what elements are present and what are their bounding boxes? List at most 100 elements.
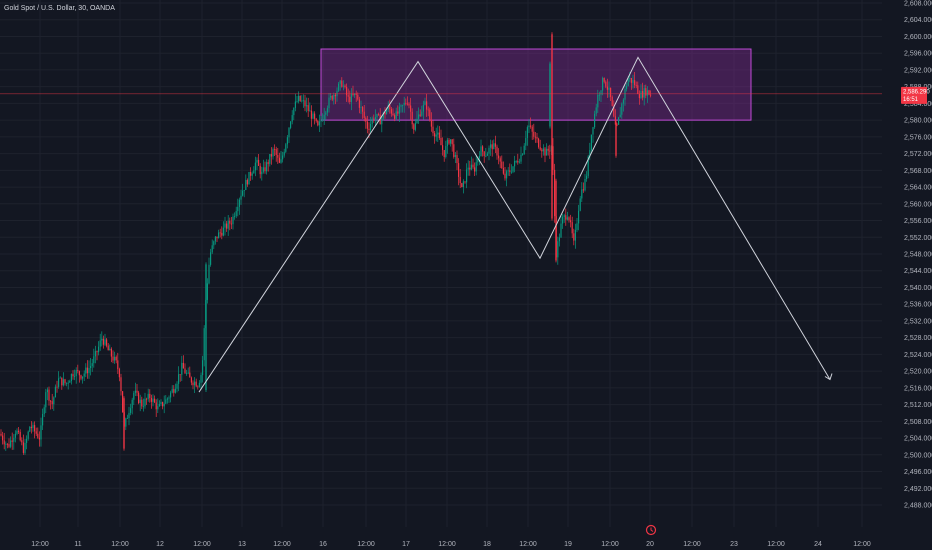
candle-body xyxy=(82,376,84,379)
candle-body xyxy=(131,399,133,409)
candle-body xyxy=(294,101,296,108)
price-tick-label: 2,488.000 xyxy=(904,503,932,510)
candle-body xyxy=(638,93,640,99)
candle-body xyxy=(178,374,180,384)
candle-body xyxy=(594,113,596,128)
candle-body xyxy=(320,120,322,122)
candle-body xyxy=(586,175,588,180)
candle-body xyxy=(480,146,482,157)
resistance-zone-layer xyxy=(320,48,752,121)
candle-body xyxy=(549,63,551,127)
candle-body xyxy=(405,102,407,104)
candle-body xyxy=(533,131,535,137)
price-tick-label: 2,576.000 xyxy=(904,134,932,141)
candle-body xyxy=(45,392,47,408)
candle-body xyxy=(48,389,50,401)
candle-body xyxy=(150,397,152,402)
time-tick-label: 11 xyxy=(74,541,81,548)
price-tick-label: 2,552.000 xyxy=(904,235,932,242)
candle-body xyxy=(506,171,508,179)
candle-body xyxy=(155,402,157,410)
candle-body xyxy=(464,181,466,183)
candle-body xyxy=(72,374,74,377)
candle-body xyxy=(246,179,248,185)
candle-body xyxy=(32,425,34,429)
candle-body xyxy=(437,132,439,135)
candle-body xyxy=(368,128,370,131)
candle-body xyxy=(514,160,516,167)
price-axis[interactable]: 2,488.000 2,492.000 2,496.000 2,500.000 2,50… xyxy=(882,0,932,550)
candle-body xyxy=(312,113,314,119)
candle-body xyxy=(499,158,501,162)
candle-body xyxy=(309,110,311,112)
candle-body xyxy=(466,169,468,183)
time-tick-label: 12:00 xyxy=(438,541,456,548)
candle-body xyxy=(19,432,21,441)
candle-body xyxy=(478,156,480,159)
candle-body xyxy=(352,93,354,95)
candle-body xyxy=(347,95,349,97)
candle-body xyxy=(298,95,300,102)
candle-body xyxy=(261,171,263,175)
candle-body xyxy=(179,374,181,376)
candle-body xyxy=(88,368,90,374)
candle-body xyxy=(6,443,8,445)
candle-body xyxy=(629,78,631,79)
price-tick-label: 2,512.000 xyxy=(904,402,932,409)
candle-body xyxy=(384,112,386,115)
candle-body xyxy=(115,356,117,361)
candle-body xyxy=(578,210,580,224)
candle-body xyxy=(410,105,412,112)
candle-body xyxy=(614,116,616,125)
candle-body xyxy=(285,144,287,152)
candle-body xyxy=(91,363,93,367)
candle-body xyxy=(501,161,503,169)
candle-body xyxy=(632,80,634,83)
candle-body xyxy=(509,170,511,172)
candle-body xyxy=(146,398,148,400)
candle-body xyxy=(349,96,351,102)
candle-body xyxy=(162,402,164,407)
candle-body xyxy=(139,399,141,404)
candle-body xyxy=(397,111,399,114)
candle-body xyxy=(398,106,400,114)
replay-clock-icon-ring xyxy=(645,524,657,536)
candle-body xyxy=(141,399,143,407)
candle-body xyxy=(102,338,104,345)
replay-clock-icon[interactable] xyxy=(645,524,657,536)
candle-body xyxy=(376,114,378,118)
time-axis[interactable]: 12:00 11 12:00 12 12:00 13 12:00 16 12:00 17 12:00… xyxy=(0,527,932,550)
candle-body xyxy=(277,154,279,158)
candle-body xyxy=(264,167,266,172)
candle-body xyxy=(58,378,60,387)
candle-body xyxy=(474,167,476,172)
candle-body xyxy=(29,426,31,432)
price-tick-label: 2,596.000 xyxy=(904,51,932,58)
candle-body xyxy=(85,367,87,374)
candle-body xyxy=(290,121,292,128)
candle-body xyxy=(470,164,472,170)
candle-body xyxy=(266,162,268,172)
candle-body xyxy=(184,368,186,374)
candle-body xyxy=(128,412,130,419)
candle-body xyxy=(3,440,5,445)
candle-body xyxy=(218,232,220,239)
candle-body xyxy=(240,195,242,200)
candle-body xyxy=(362,107,364,112)
candle-body xyxy=(238,199,240,207)
candle-body xyxy=(331,95,333,100)
price-tick-label: 2,524.000 xyxy=(904,352,932,359)
candle-body xyxy=(104,339,106,345)
price-tick-label: 2,600.000 xyxy=(904,34,932,41)
candle-body xyxy=(286,137,288,145)
candle-body xyxy=(317,120,319,126)
candle-body xyxy=(235,211,237,217)
candle-body xyxy=(389,105,391,110)
candle-body xyxy=(627,78,629,86)
candle-body xyxy=(592,127,594,135)
candle-body xyxy=(366,121,368,129)
candle-body xyxy=(573,233,575,241)
